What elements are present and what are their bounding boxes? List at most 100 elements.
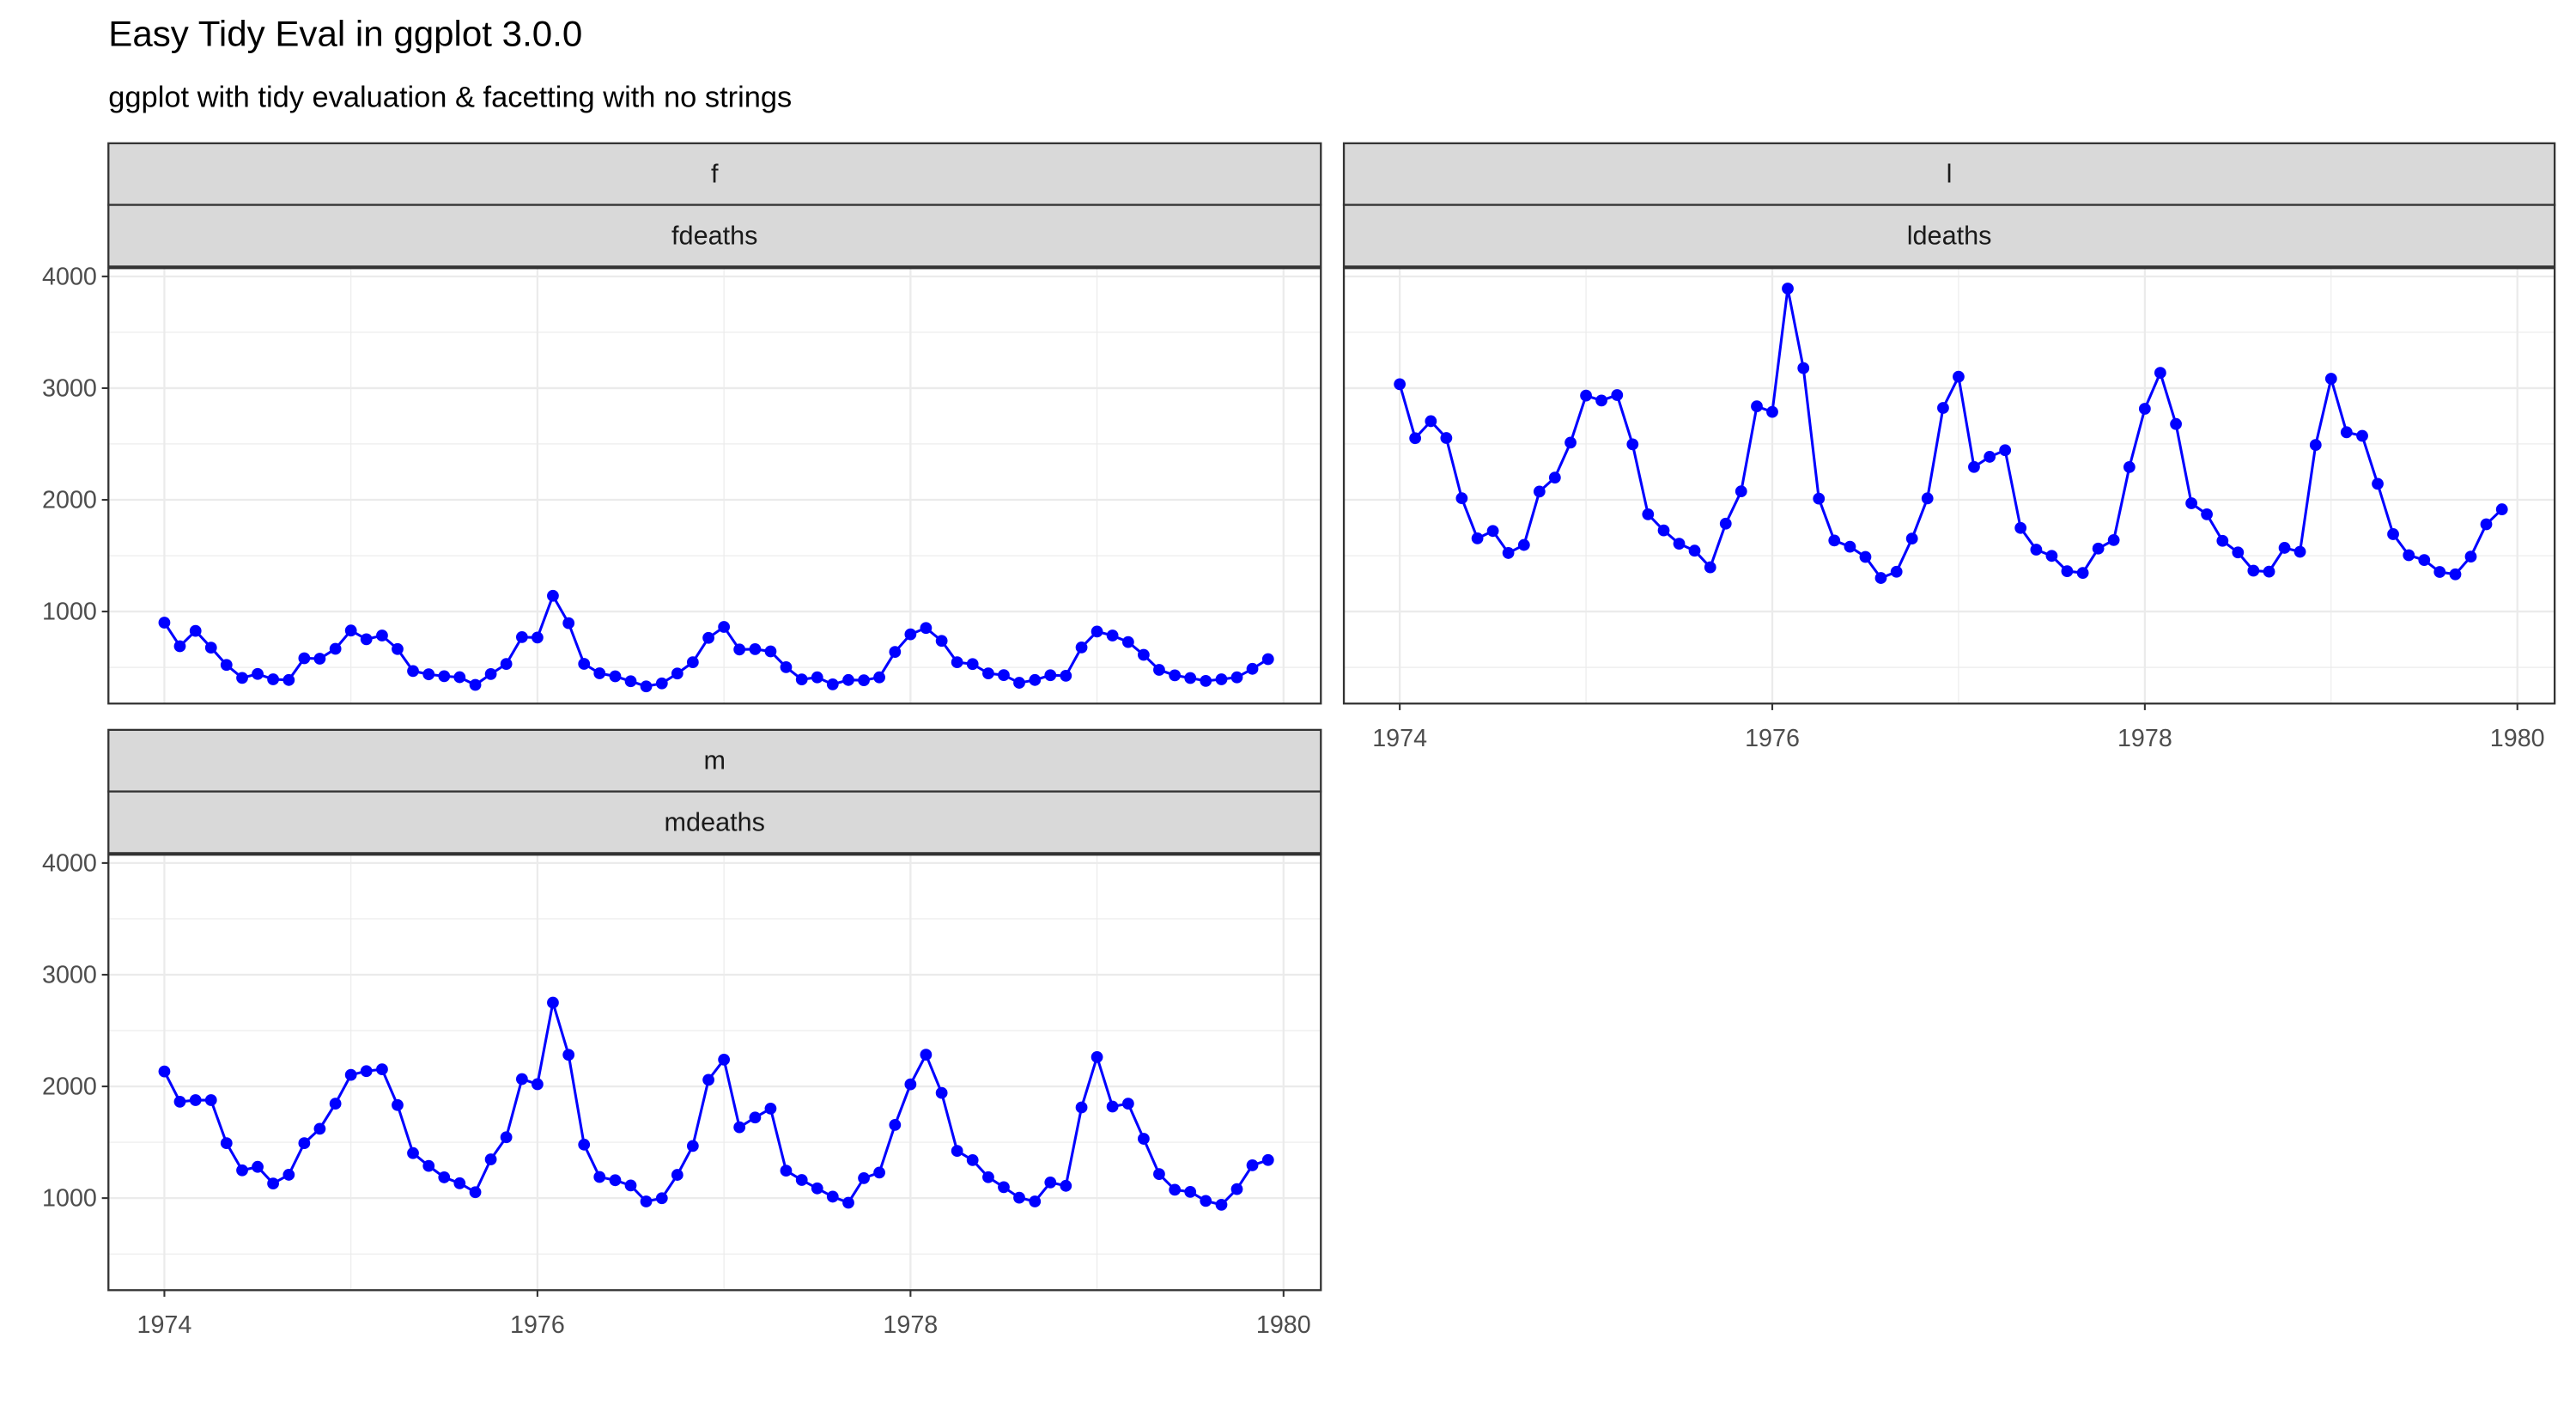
strip-background (1342, 204, 2556, 268)
data-point (826, 678, 839, 690)
data-point (189, 1094, 202, 1106)
data-point (640, 1195, 653, 1207)
data-point (236, 1164, 248, 1177)
data-point (1968, 460, 1980, 473)
data-point (858, 674, 870, 686)
data-point (500, 658, 513, 670)
data-point (655, 677, 668, 690)
data-point (2495, 503, 2508, 515)
data-point (392, 1098, 404, 1111)
data-point (1735, 485, 1747, 498)
data-point (1564, 436, 1577, 449)
data-point (469, 1186, 482, 1199)
data-point (982, 667, 994, 680)
data-point (2293, 545, 2306, 558)
data-point (1611, 389, 1624, 401)
data-point (547, 996, 559, 1009)
data-point (702, 1073, 714, 1086)
data-point (811, 1182, 823, 1195)
panel-background (108, 268, 1321, 704)
data-point (1029, 1195, 1042, 1207)
data-point (2356, 429, 2368, 442)
data-point (1029, 673, 1042, 686)
data-point (873, 1166, 885, 1179)
y-tick-label: 3000 (42, 374, 97, 402)
data-point (2387, 528, 2399, 540)
data-point (484, 668, 497, 680)
data-point (220, 659, 233, 672)
strip-label: f (711, 160, 719, 189)
data-point (158, 1065, 171, 1078)
data-point (453, 1177, 466, 1189)
data-point (1937, 402, 1949, 414)
x-tick-label: 1976 (510, 1311, 565, 1339)
data-point (1215, 673, 1228, 685)
panel-border (1342, 267, 2556, 705)
data-point (453, 671, 466, 684)
data-point (298, 652, 311, 665)
data-point (904, 1078, 917, 1091)
strip-label: ldeaths (1907, 221, 1992, 250)
data-point (1548, 471, 1561, 484)
data-point (236, 672, 248, 684)
data-point (749, 1111, 762, 1124)
facet-panel: l ldeaths 1974 1976 1978 1980 (1342, 142, 2556, 752)
data-point (2076, 567, 2089, 579)
data-point (2480, 518, 2493, 531)
data-point (1138, 1133, 1150, 1145)
data-point (267, 1177, 279, 1189)
data-point (1075, 641, 1088, 654)
data-point (1766, 405, 1778, 418)
data-point (392, 642, 404, 655)
data-point (889, 646, 902, 659)
data-point (1121, 636, 1134, 648)
y-tick-label: 2000 (42, 1073, 97, 1101)
data-point (2138, 403, 2151, 415)
data-point (1060, 669, 1072, 682)
data-point (1106, 1100, 1119, 1113)
data-point (189, 624, 202, 637)
data-point (764, 645, 777, 658)
data-point (686, 656, 699, 669)
data-point (2278, 542, 2291, 554)
data-point (376, 629, 388, 642)
data-point (1138, 648, 1150, 661)
y-tick-label: 4000 (42, 263, 97, 290)
data-point (1200, 1195, 1212, 1207)
data-point (578, 1138, 591, 1151)
data-point (1890, 565, 1903, 578)
data-point (1044, 1177, 1057, 1189)
data-point (1106, 629, 1119, 642)
data-point (2324, 373, 2337, 385)
strip-background (107, 204, 1322, 268)
data-point (2464, 550, 2477, 563)
data-point (982, 1171, 994, 1183)
data-point (1905, 532, 1918, 545)
data-point (998, 1181, 1010, 1194)
chart-title: Easy Tidy Eval in ggplot 3.0.0 (108, 14, 582, 54)
data-point (2433, 566, 2446, 578)
data-point (2216, 534, 2229, 547)
data-point (702, 631, 714, 644)
x-tick-label: 1980 (2490, 725, 2545, 752)
data-point (2309, 439, 2322, 452)
data-point (1091, 1050, 1103, 1063)
data-point (547, 589, 559, 602)
data-point (624, 1179, 637, 1192)
data-point (173, 640, 186, 653)
x-tick-label: 1980 (1256, 1311, 1311, 1339)
data-point (204, 1094, 217, 1106)
data-point (578, 658, 591, 670)
data-point (1471, 532, 1484, 544)
data-point (438, 670, 451, 683)
data-point (951, 656, 963, 669)
strip-label: m (704, 746, 726, 775)
data-point (1075, 1101, 1088, 1114)
data-point (2092, 542, 2105, 555)
strip-background (107, 142, 1322, 206)
data-point (313, 1122, 326, 1135)
strip-background (107, 790, 1322, 854)
data-point (1719, 517, 1732, 530)
data-point (2372, 477, 2384, 490)
data-point (826, 1190, 839, 1203)
